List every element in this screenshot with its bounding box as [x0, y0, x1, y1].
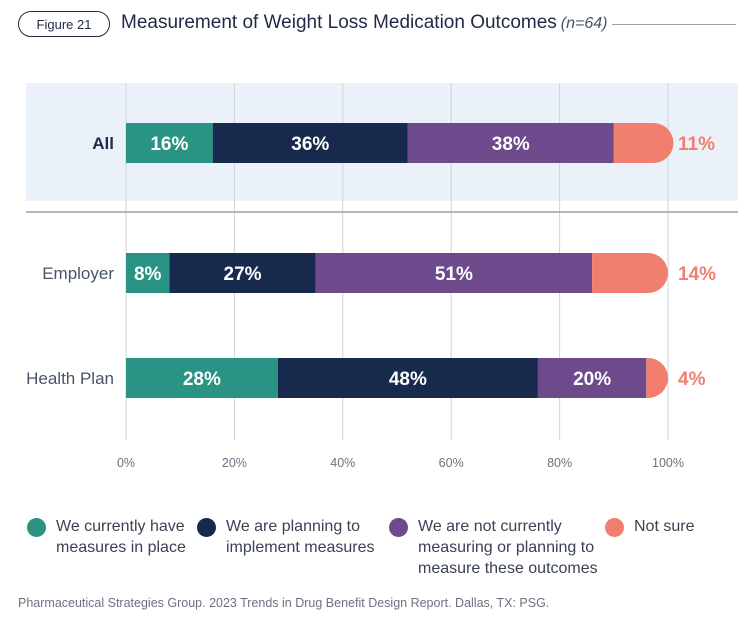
legend-item-measures-in-place: We currently have measures in place [27, 516, 186, 558]
x-tick-label: 20% [222, 456, 247, 470]
bar-segment [126, 123, 213, 163]
x-tick-label: 80% [547, 456, 572, 470]
bar-segment [277, 358, 538, 398]
x-tick-label: 60% [439, 456, 464, 470]
legend-line: We are not currently [418, 518, 562, 535]
legend-item-not-sure: Not sure [605, 516, 694, 537]
legend-label: We currently have measures in place [56, 516, 186, 558]
legend-line: Not sure [634, 518, 695, 535]
legend-line: implement measures [226, 539, 375, 556]
legend-swatch [197, 518, 216, 537]
bar-segment [592, 253, 668, 293]
legend-label: We are not currently measuring or planni… [418, 516, 598, 579]
category-label: All [92, 134, 114, 153]
sample-size: (n=64) [560, 15, 608, 32]
chart: 0% 20% 40% 60% 80% 100% All 16% 36% 38% 11% Employe… [26, 83, 738, 470]
bar-segment [646, 358, 668, 398]
data-label: 4% [678, 369, 706, 390]
data-label: 38% [492, 134, 530, 155]
legend-swatch [389, 518, 408, 537]
legend-swatch [605, 518, 624, 537]
bar-segment [613, 123, 674, 163]
legend-label: Not sure [634, 516, 694, 537]
data-label: 28% [183, 369, 221, 390]
bar-segment [537, 358, 647, 398]
bar-segment [212, 123, 408, 163]
title-rule [612, 24, 736, 25]
legend-line: We are planning to [226, 518, 361, 535]
data-label: 48% [389, 369, 427, 390]
category-label: Employer [42, 264, 114, 283]
legend-item-planning: We are planning to implement measures [197, 516, 375, 558]
figure-badge: Figure 21 [18, 11, 110, 37]
legend-swatch [27, 518, 46, 537]
title-text: Measurement of Weight Loss Medication Ou… [121, 12, 557, 33]
x-tick-label: 0% [117, 456, 135, 470]
legend-line: measuring or planning to [418, 539, 595, 556]
data-label: 16% [150, 134, 188, 155]
x-tick-label: 100% [652, 456, 684, 470]
source-note: Pharmaceutical Strategies Group. 2023 Tr… [18, 596, 550, 610]
legend-line: measure these outcomes [418, 560, 598, 577]
legend-line: measures in place [56, 539, 186, 556]
bar-segment [315, 253, 593, 293]
data-label: 51% [435, 264, 473, 285]
bar-segment [126, 253, 170, 293]
category-label: Health Plan [26, 369, 114, 388]
data-label: 8% [134, 264, 162, 285]
x-tick-label: 40% [330, 456, 355, 470]
data-label: 36% [291, 134, 329, 155]
bar-segment [126, 358, 278, 398]
chart-title: Measurement of Weight Loss Medication Ou… [121, 12, 608, 34]
legend-item-not-measuring: We are not currently measuring or planni… [389, 516, 598, 579]
legend-line: We currently have [56, 518, 185, 535]
data-label: 14% [678, 264, 716, 285]
data-label: 27% [224, 264, 262, 285]
bar-segment [407, 123, 614, 163]
legend-label: We are planning to implement measures [226, 516, 375, 558]
bar-segment [169, 253, 316, 293]
data-label: 20% [573, 369, 611, 390]
data-label: 11% [678, 134, 715, 155]
